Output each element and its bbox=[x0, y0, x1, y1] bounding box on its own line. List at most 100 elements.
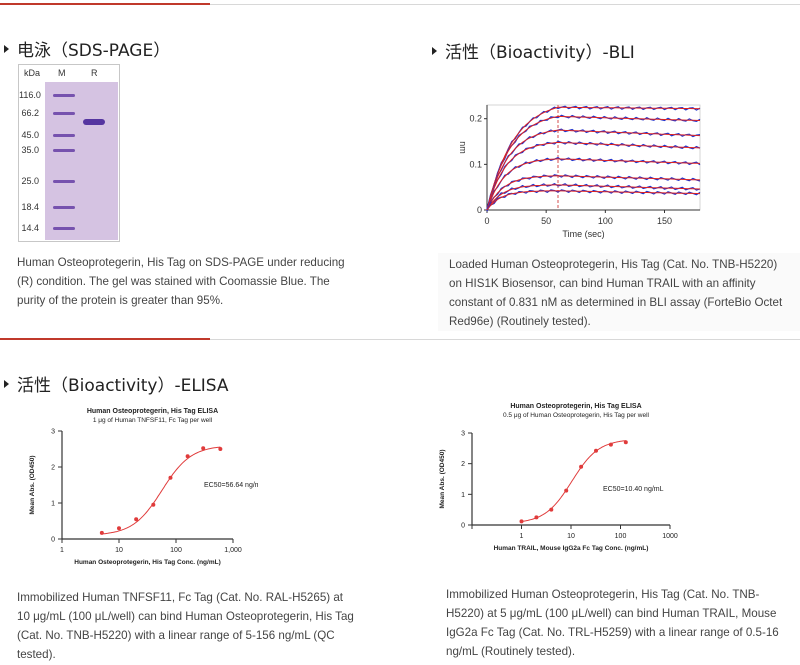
bli-caption-panel bbox=[438, 253, 800, 331]
elisa-y-axis-label: Mean Abs. (OD450) bbox=[29, 456, 36, 515]
bli-y-tick-label: 0.2 bbox=[469, 114, 482, 124]
gel-marker-label: 66.2 bbox=[21, 108, 39, 118]
bullet-icon bbox=[432, 47, 437, 55]
bullet-icon bbox=[4, 380, 9, 388]
bli-fit-series bbox=[486, 158, 701, 211]
elisa-data-point bbox=[519, 519, 524, 524]
elisa-data-point bbox=[218, 447, 223, 451]
bli-x-tick-label: 50 bbox=[541, 216, 551, 226]
gel-lane-background bbox=[45, 82, 118, 240]
elisa-left-caption: Immobilized Human TNFSF11, Fc Tag (Cat. … bbox=[17, 591, 354, 661]
top-accent-bar bbox=[0, 3, 210, 5]
elisa-x-tick-label: 1000 bbox=[662, 533, 678, 540]
elisa-fit-curve bbox=[521, 440, 626, 522]
sds-section-title: 电泳（SDS-PAGE） bbox=[4, 36, 170, 61]
marker-band bbox=[53, 227, 75, 230]
elisa-ec50-annotation: EC50=56.64 ng/mL bbox=[204, 482, 258, 489]
marker-band bbox=[53, 134, 75, 137]
elisa-y-axis-label: Mean Abs. (OD450) bbox=[439, 450, 446, 509]
bli-fit-series bbox=[486, 115, 701, 211]
bli-x-tick-label: 0 bbox=[484, 216, 489, 226]
bli-data-series bbox=[486, 105, 701, 211]
gel-marker-label: 14.4 bbox=[21, 223, 39, 233]
sds-caption: Human Osteoprotegerin, His Tag on SDS-PA… bbox=[17, 256, 345, 307]
bli-data-series bbox=[486, 140, 701, 210]
elisa-data-point bbox=[594, 448, 599, 453]
elisa-data-point bbox=[151, 502, 156, 507]
elisa-chart-title: Human Osteoprotegerin, His Tag ELISA bbox=[510, 403, 641, 410]
bli-fit-series bbox=[486, 175, 701, 211]
middle-divider bbox=[0, 339, 800, 340]
gel-marker-label: 45.0 bbox=[21, 130, 39, 140]
elisa-data-point bbox=[134, 517, 139, 522]
elisa-y-tick-label: 0 bbox=[461, 523, 465, 530]
marker-band bbox=[53, 149, 75, 152]
elisa-data-point bbox=[117, 526, 121, 531]
bli-title-text: 活性（Bioactivity）-BLI bbox=[445, 43, 635, 63]
elisa-data-point bbox=[623, 440, 628, 445]
elisa-y-tick-label: 3 bbox=[51, 429, 55, 436]
bullet-icon bbox=[4, 45, 9, 53]
elisa-data-point bbox=[99, 530, 104, 535]
marker-band bbox=[53, 94, 75, 97]
elisa-data-point bbox=[579, 464, 584, 469]
elisa-chart-subtitle: 0.5 μg of Human Osteoprotegerin, His Tag… bbox=[503, 412, 650, 419]
elisa-x-tick-label: 1 bbox=[520, 533, 524, 540]
bli-x-axis-label: Time (sec) bbox=[562, 229, 604, 239]
elisa-y-tick-label: 2 bbox=[461, 461, 465, 468]
bli-fit-series bbox=[486, 129, 701, 211]
bli-fit-series bbox=[486, 190, 701, 211]
gel-marker-label: 116.0 bbox=[19, 90, 41, 100]
elisa-chart-subtitle: 1 μg of Human TNFSF11, Fc Tag per well bbox=[93, 417, 213, 424]
elisa-data-point bbox=[549, 507, 554, 512]
elisa-data-point bbox=[201, 446, 206, 451]
gel-kda-header: kDa bbox=[24, 68, 41, 78]
elisa-y-tick-label: 3 bbox=[461, 431, 465, 438]
bli-fit-series bbox=[486, 106, 701, 211]
elisa-right-caption: Immobilized Human Osteoprotegerin, His T… bbox=[446, 588, 779, 658]
sds-gel-image: kDa M R 116.0 66.2 45.0 35.0 25.0 18.4 1… bbox=[18, 64, 120, 242]
bli-plot-frame bbox=[486, 104, 701, 211]
elisa-x-axis-label: Human Osteoprotegerin, His Tag Conc. (ng… bbox=[74, 559, 221, 566]
elisa-y-tick-label: 0 bbox=[51, 537, 55, 544]
elisa-x-tick-label: 10 bbox=[115, 547, 123, 554]
marker-band bbox=[53, 112, 75, 115]
elisa-data-point bbox=[534, 515, 539, 520]
elisa-y-tick-label: 1 bbox=[51, 501, 55, 508]
bli-data-series bbox=[486, 128, 701, 209]
bli-chart: 0 50 100 150 0 0.1 0.2 Time (sec) nm bbox=[458, 104, 701, 239]
sample-band bbox=[83, 119, 105, 125]
elisa-data-point bbox=[185, 454, 190, 459]
elisa-left-chart: Human Osteoprotegerin, His Tag ELISA 1 μg… bbox=[29, 408, 258, 566]
bli-y-tick-label: 0 bbox=[477, 205, 482, 215]
elisa-fit-curve bbox=[101, 446, 221, 535]
elisa-chart-title: Human Osteoprotegerin, His Tag ELISA bbox=[87, 408, 218, 415]
bli-section-title: 活性（Bioactivity）-BLI bbox=[432, 38, 635, 63]
elisa-y-tick-label: 2 bbox=[51, 465, 55, 472]
bli-x-tick-label: 100 bbox=[598, 216, 613, 226]
bli-y-axis-label: nm bbox=[458, 141, 468, 154]
gel-marker-label: 25.0 bbox=[21, 176, 39, 186]
marker-band bbox=[53, 180, 75, 183]
bli-y-tick-label: 0.1 bbox=[469, 159, 482, 169]
bli-x-tick-label: 150 bbox=[657, 216, 672, 226]
elisa-ec50-annotation: EC50=10.40 ng/mL bbox=[603, 486, 664, 493]
elisa-x-tick-label: 100 bbox=[170, 547, 182, 554]
sds-title-text: 电泳（SDS-PAGE） bbox=[17, 41, 171, 61]
elisa-x-tick-label: 10 bbox=[567, 533, 575, 540]
elisa-y-tick-label: 1 bbox=[461, 492, 465, 499]
elisa-data-point bbox=[168, 475, 173, 480]
top-divider bbox=[0, 4, 800, 5]
bli-caption: Loaded Human Osteoprotegerin, His Tag (C… bbox=[449, 258, 783, 328]
elisa-x-tick-label: 1,000 bbox=[224, 547, 242, 554]
bli-fit-series bbox=[486, 184, 701, 211]
elisa-x-tick-label: 1 bbox=[60, 547, 64, 554]
bli-fit-series bbox=[486, 141, 701, 211]
elisa-right-chart: Human Osteoprotegerin, His Tag ELISA 0.5 … bbox=[439, 403, 678, 552]
elisa-x-axis-label: Human TRAIL, Mouse IgG2a Fc Tag Conc. (n… bbox=[494, 545, 649, 552]
middle-accent-bar bbox=[0, 338, 210, 340]
elisa-title-text: 活性（Bioactivity）-ELISA bbox=[17, 376, 229, 396]
gel-marker-label: 18.4 bbox=[21, 202, 39, 212]
gel-lane-m-label: M bbox=[58, 68, 66, 78]
elisa-data-point bbox=[608, 442, 613, 447]
